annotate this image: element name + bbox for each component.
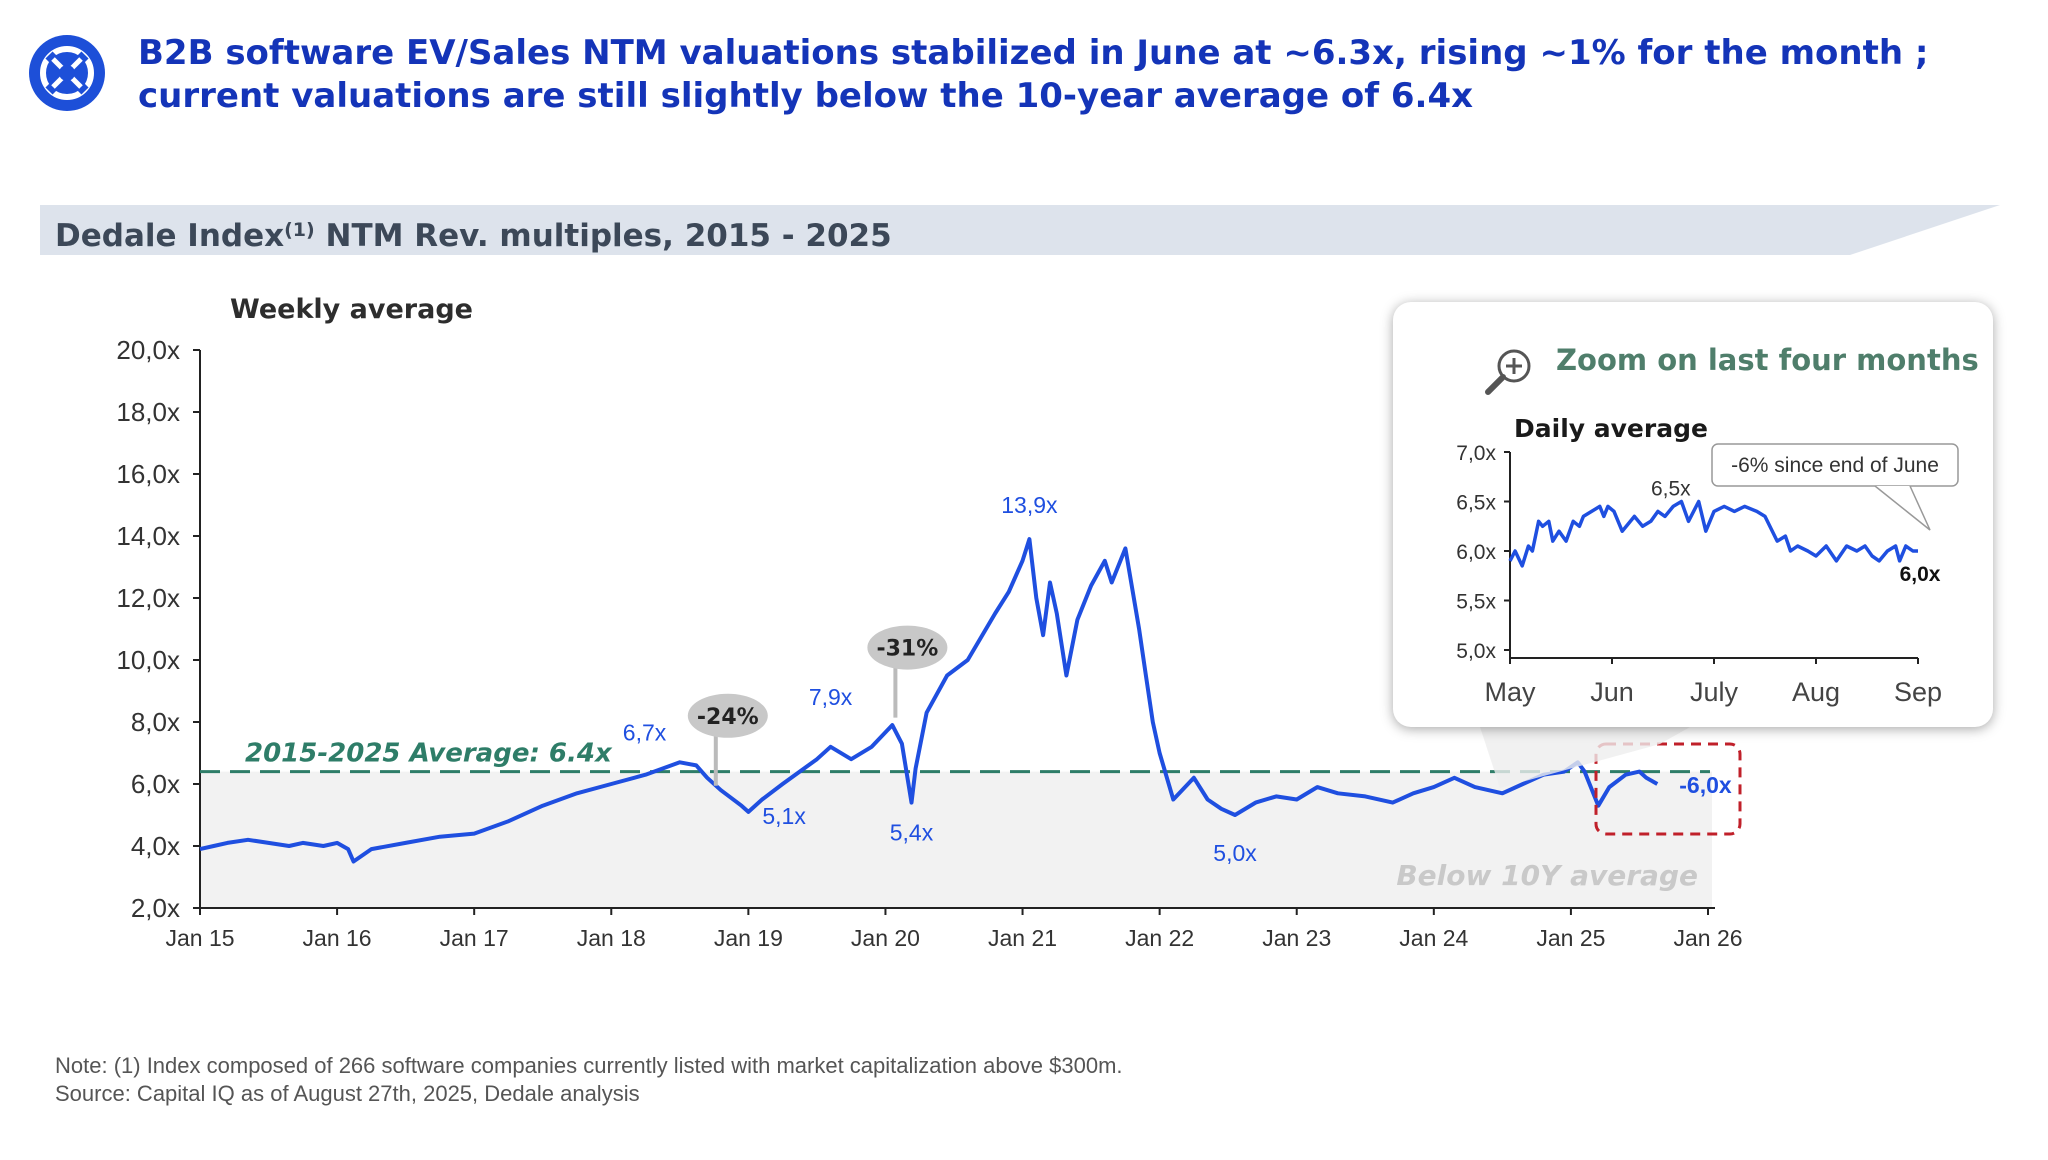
main-chart: Weekly average 20,0x 18,0x 16,0x 14,0x 12,0x…	[116, 294, 1742, 951]
x-tick-label: Jan 20	[851, 925, 920, 951]
below-average-area	[200, 771, 1712, 908]
inset-y-tick-label: 7,0x	[1456, 442, 1496, 465]
x-tick-label: Jan 26	[1673, 925, 1742, 951]
inset-callout-box	[1711, 443, 1959, 487]
inset-series-line	[1508, 499, 1918, 568]
x-tick-label: Jan 15	[165, 925, 234, 951]
x-tick-label: Jan 22	[1125, 925, 1194, 951]
inset-callout-pointer	[1874, 485, 1931, 531]
value-label: 7,9x	[809, 684, 853, 710]
inset-callout-label: -6% since end of June	[1731, 454, 1939, 477]
chart-title-main: Dedale Index	[55, 218, 285, 254]
drawdown-callout-label: -31%	[876, 637, 938, 662]
drawdown-callout	[867, 625, 948, 670]
chart-title: Dedale Index(1) NTM Rev. multiples, 2015…	[55, 208, 892, 258]
inset-y-axis-label: Daily average	[1514, 414, 1708, 443]
y-tick-label: 2,0x	[131, 893, 180, 923]
chart-banner	[40, 205, 2000, 255]
inset-last-value-label: 6,0x	[1900, 563, 1941, 586]
inset-y-tick-label: 6,0x	[1456, 541, 1496, 564]
y-axis-label: Weekly average	[230, 294, 473, 325]
dedale-logo-icon	[29, 35, 105, 111]
x-tick-label: Jan 17	[440, 925, 509, 951]
y-tick-label: 10,0x	[116, 645, 180, 675]
zoom-in-icon	[1485, 349, 1531, 395]
zoom-connector	[1480, 727, 1690, 788]
inset-value-label: 6,5x	[1651, 478, 1691, 501]
series-line	[199, 537, 1659, 864]
value-label: 5,1x	[762, 803, 806, 829]
value-label: 5,4x	[890, 820, 934, 846]
value-label: 6,7x	[623, 719, 667, 745]
inset-x-tick-label: July	[1690, 677, 1739, 707]
y-tick-label: 16,0x	[116, 459, 180, 489]
footnote: Note: (1) Index composed of 266 software…	[55, 1052, 1123, 1108]
x-tick-label: Jan 24	[1399, 925, 1468, 951]
x-tick-label: Jan 21	[988, 925, 1057, 951]
y-tick-label: 6,0x	[131, 769, 180, 799]
y-tick-label: 8,0x	[131, 707, 180, 737]
y-tick-label: 12,0x	[116, 583, 180, 613]
x-tick-label: Jan 19	[714, 925, 783, 951]
value-label: -6,0x	[1679, 772, 1732, 798]
y-tick-label: 4,0x	[131, 831, 180, 861]
zoom-highlight-box	[1594, 742, 1742, 836]
average-label: 2015-2025 Average: 6.4x	[245, 739, 613, 769]
y-tick-label: 20,0x	[116, 335, 180, 365]
inset-x-tick-label: May	[1484, 677, 1536, 707]
chart-title-rest: NTM Rev. multiples, 2015 - 2025	[314, 218, 892, 254]
chart-title-footnote: (1)	[284, 219, 315, 241]
footnote-line-2: Source: Capital IQ as of August 27th, 20…	[55, 1081, 640, 1106]
inset-y-tick-label: 5,0x	[1456, 640, 1496, 663]
below-average-label: Below 10Y average	[1396, 859, 1698, 892]
inset-title: Zoom on last four months	[1556, 343, 1979, 377]
y-tick-label: 14,0x	[116, 521, 180, 551]
x-tick-label: Jan 16	[303, 925, 372, 951]
value-label: 5,0x	[1213, 840, 1257, 866]
inset-y-tick-label: 5,5x	[1456, 591, 1496, 614]
x-tick-label: Jan 25	[1536, 925, 1605, 951]
drawdown-callout	[687, 693, 768, 738]
footnote-line-1: Note: (1) Index composed of 266 software…	[55, 1053, 1123, 1078]
page-title: B2B software EV/Sales NTM valuations sta…	[138, 33, 1929, 116]
drawdown-callout-label: -24%	[697, 705, 759, 730]
inset-x-tick-label: Aug	[1792, 677, 1840, 707]
inset-x-tick-label: Sep	[1894, 677, 1942, 707]
x-tick-label: Jan 23	[1262, 925, 1331, 951]
inset-x-tick-label: Jun	[1590, 677, 1634, 707]
value-label: 13,9x	[1001, 492, 1058, 518]
inset-chart: Daily average 7,0x 6,5x 6,0x 5,5x 5,0x May Jun…	[1456, 414, 1959, 707]
y-tick-label: 18,0x	[116, 397, 180, 427]
x-tick-label: Jan 18	[577, 925, 646, 951]
inset-y-tick-label: 6,5x	[1456, 492, 1496, 515]
